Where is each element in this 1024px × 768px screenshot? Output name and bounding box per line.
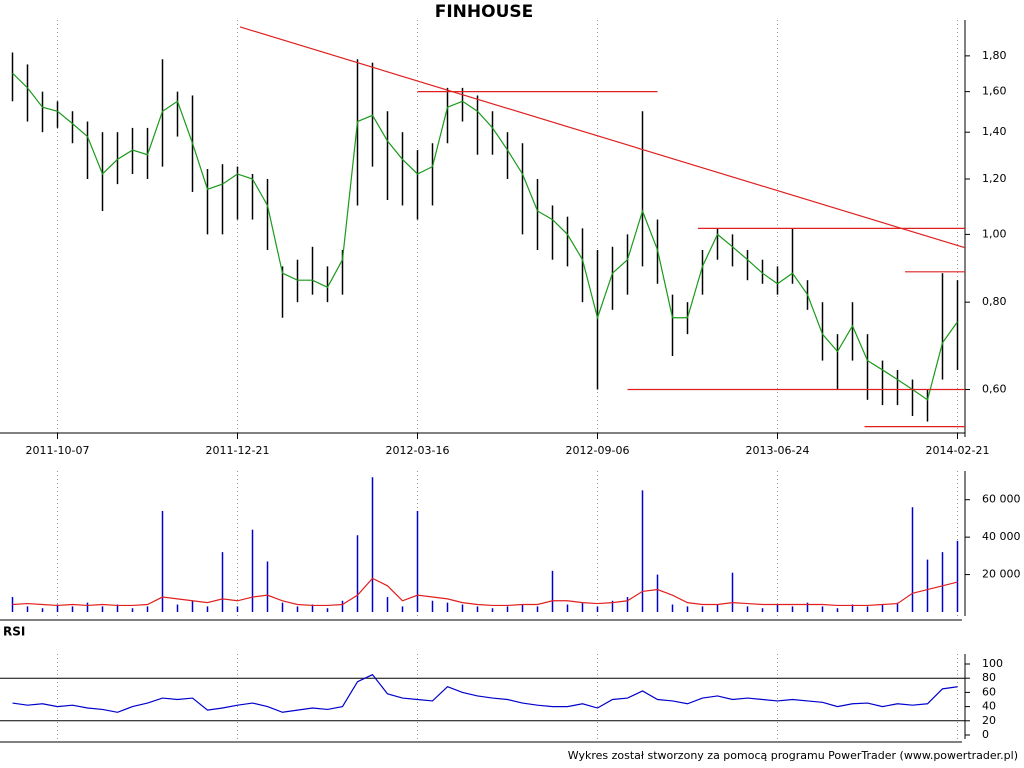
x-tick-label: 2012-03-16	[386, 444, 450, 457]
y-tick-label: 1,80	[982, 49, 1007, 62]
panel-title: RSI	[3, 625, 25, 639]
y-tick-label: 60	[982, 685, 996, 698]
x-tick-label: 2013-06-24	[746, 444, 810, 457]
y-tick-label: 0,80	[982, 295, 1007, 308]
trend-line	[239, 26, 966, 249]
y-tick-label: 20	[982, 714, 996, 727]
chart-title: FINHOUSE	[435, 2, 534, 22]
y-tick-label: 1,20	[982, 172, 1007, 185]
y-tick-label: 40 000	[982, 530, 1021, 543]
footer: Wykres został stworzony za pomocą progra…	[568, 749, 1018, 762]
y-tick-label: 40	[982, 700, 996, 713]
y-tick-label: 60 000	[982, 493, 1021, 506]
y-tick-label: 100	[982, 657, 1003, 670]
x-tick-label: 2011-10-07	[26, 444, 90, 457]
x-tick-label: 2011-12-21	[206, 444, 270, 457]
y-tick-label: 1,40	[982, 125, 1007, 138]
y-tick-label: 1,00	[982, 227, 1007, 240]
moving-average	[12, 72, 958, 401]
y-tick-label: 20 000	[982, 568, 1021, 581]
y-tick-label: 1,60	[982, 85, 1007, 98]
y-tick-label: 0,60	[982, 383, 1007, 396]
volume-average	[12, 577, 958, 607]
y-tick-label: 80	[982, 671, 996, 684]
x-tick-label: 2012-09-06	[566, 444, 630, 457]
rsi-line	[12, 673, 958, 713]
x-tick-label: 2014-02-21	[926, 444, 990, 457]
y-tick-label: 0	[982, 728, 989, 741]
